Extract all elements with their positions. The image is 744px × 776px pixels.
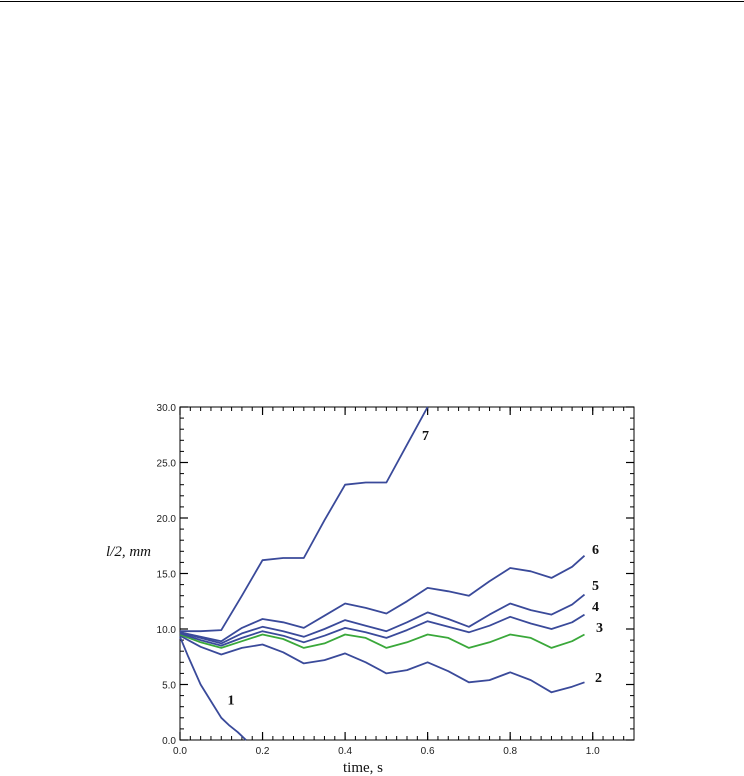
series-label-6: 6 bbox=[592, 543, 599, 558]
x-tick-label: 0.6 bbox=[421, 746, 435, 757]
y-tick-labels: 0.0 5.0 10.0 15.0 20.0 25.0 30.0 bbox=[157, 403, 177, 747]
y-tick-label: 0.0 bbox=[162, 736, 176, 747]
x-tick-label: 0.4 bbox=[338, 746, 352, 757]
major-ticks bbox=[179, 406, 634, 741]
x-tick-labels: 0.0 0.2 0.4 0.6 0.8 1.0 bbox=[173, 746, 600, 757]
page-rule bbox=[0, 1, 744, 2]
series-line-1 bbox=[179, 636, 247, 741]
y-tick-label: 10.0 bbox=[157, 625, 177, 636]
plot-frame bbox=[179, 406, 635, 741]
y-tick-label: 30.0 bbox=[157, 403, 177, 414]
series-label-5: 5 bbox=[592, 579, 599, 594]
series-labels: 1 2 3 4 5 6 7 bbox=[227, 429, 603, 708]
x-axis-label: time, s bbox=[343, 760, 383, 776]
y-tick-label: 15.0 bbox=[157, 570, 177, 581]
series-lines bbox=[179, 406, 586, 741]
y-tick-label: 20.0 bbox=[157, 514, 177, 525]
x-tick-label: 1.0 bbox=[586, 746, 600, 757]
series-line-5 bbox=[179, 593, 586, 645]
minor-ticks bbox=[179, 406, 635, 741]
series-label-3: 3 bbox=[596, 621, 603, 636]
y-axis-label: l/2, mm bbox=[106, 544, 151, 560]
x-tick-label: 0.0 bbox=[173, 746, 187, 757]
series-label-7: 7 bbox=[422, 429, 429, 444]
y-tick-label: 5.0 bbox=[162, 681, 176, 692]
series-line-3 bbox=[179, 633, 585, 649]
x-tick-label: 0.2 bbox=[256, 746, 270, 757]
series-label-2: 2 bbox=[595, 671, 602, 686]
series-line-7 bbox=[180, 406, 429, 633]
x-tick-label: 0.8 bbox=[503, 746, 517, 757]
y-tick-label: 25.0 bbox=[157, 459, 177, 470]
series-label-4: 4 bbox=[592, 600, 599, 615]
series-label-1: 1 bbox=[227, 693, 234, 708]
series-line-2 bbox=[179, 634, 585, 694]
series-line-6 bbox=[179, 555, 586, 643]
series-line-4 bbox=[179, 613, 585, 647]
